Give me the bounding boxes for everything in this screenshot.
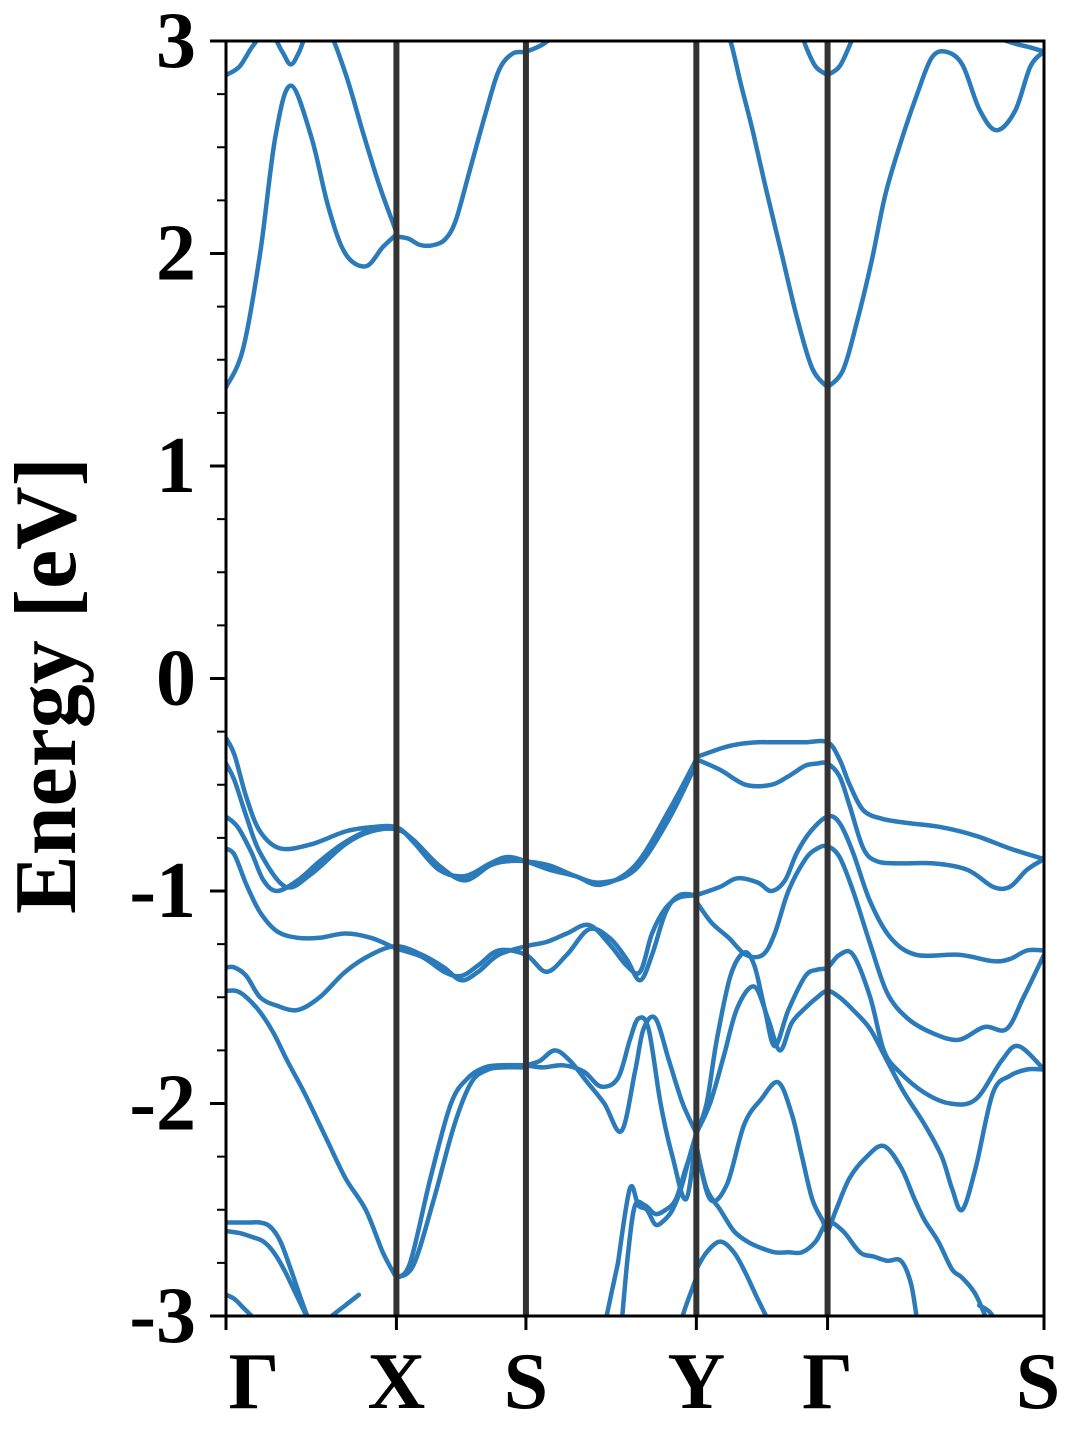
band-31 (226, 1292, 255, 1316)
band-33 (694, 1239, 769, 1316)
band-23 (523, 1014, 699, 1136)
band-5 (801, 41, 830, 78)
y-tick-label: 0 (156, 635, 196, 723)
band-2 (226, 41, 399, 235)
band-19 (694, 984, 1044, 1213)
band-27 (694, 1143, 919, 1316)
y-axis-ticks: -3 -2 -1 0 1 2 3 (129, 0, 226, 1360)
band-1 (226, 83, 399, 390)
band-4 (728, 41, 830, 390)
high-symmetry-lines (393, 41, 831, 1316)
band-curves (226, 41, 1044, 1316)
band-36 (976, 1303, 996, 1316)
x-tick-label: Γ (802, 1338, 853, 1426)
band-17 (694, 843, 1044, 1043)
band-9 (226, 735, 699, 888)
band-15 (694, 757, 1044, 892)
y-tick-label: 3 (156, 0, 196, 85)
y-tick-label: 2 (156, 210, 196, 298)
y-tick-label: -1 (129, 847, 196, 935)
band-26 (620, 1135, 699, 1316)
band-29 (226, 1219, 310, 1316)
x-tick-label: X (368, 1338, 426, 1426)
band-7 (825, 48, 1044, 390)
band-30 (226, 1228, 309, 1316)
band-6 (825, 41, 854, 78)
band-21 (394, 1062, 529, 1281)
band-22 (394, 1064, 529, 1281)
band-28 (694, 1079, 988, 1316)
x-tick-label: S (1016, 1338, 1061, 1426)
plot-frame (224, 39, 1046, 1318)
y-tick-label: -3 (129, 1272, 196, 1360)
band-13 (226, 893, 699, 1013)
band-20 (226, 988, 399, 1281)
band-8 (999, 41, 1044, 54)
band-18 (694, 948, 1044, 1136)
band-14 (694, 738, 1044, 862)
x-tick-label: S (504, 1338, 549, 1426)
band-10 (226, 761, 699, 890)
band-32 (328, 1292, 362, 1316)
band-3 (394, 41, 552, 249)
band-16 (694, 813, 1044, 964)
x-tick-label: Y (667, 1338, 725, 1426)
band-11 (226, 814, 399, 894)
y-tick-label: 1 (156, 422, 196, 510)
band-24 (523, 1015, 699, 1202)
band-12 (226, 846, 699, 983)
band-35 (604, 1260, 621, 1316)
y-tick-label: -2 (129, 1060, 196, 1148)
y-axis-label: Energy [eV] (0, 457, 95, 914)
x-tick-label: Γ (229, 1338, 280, 1426)
